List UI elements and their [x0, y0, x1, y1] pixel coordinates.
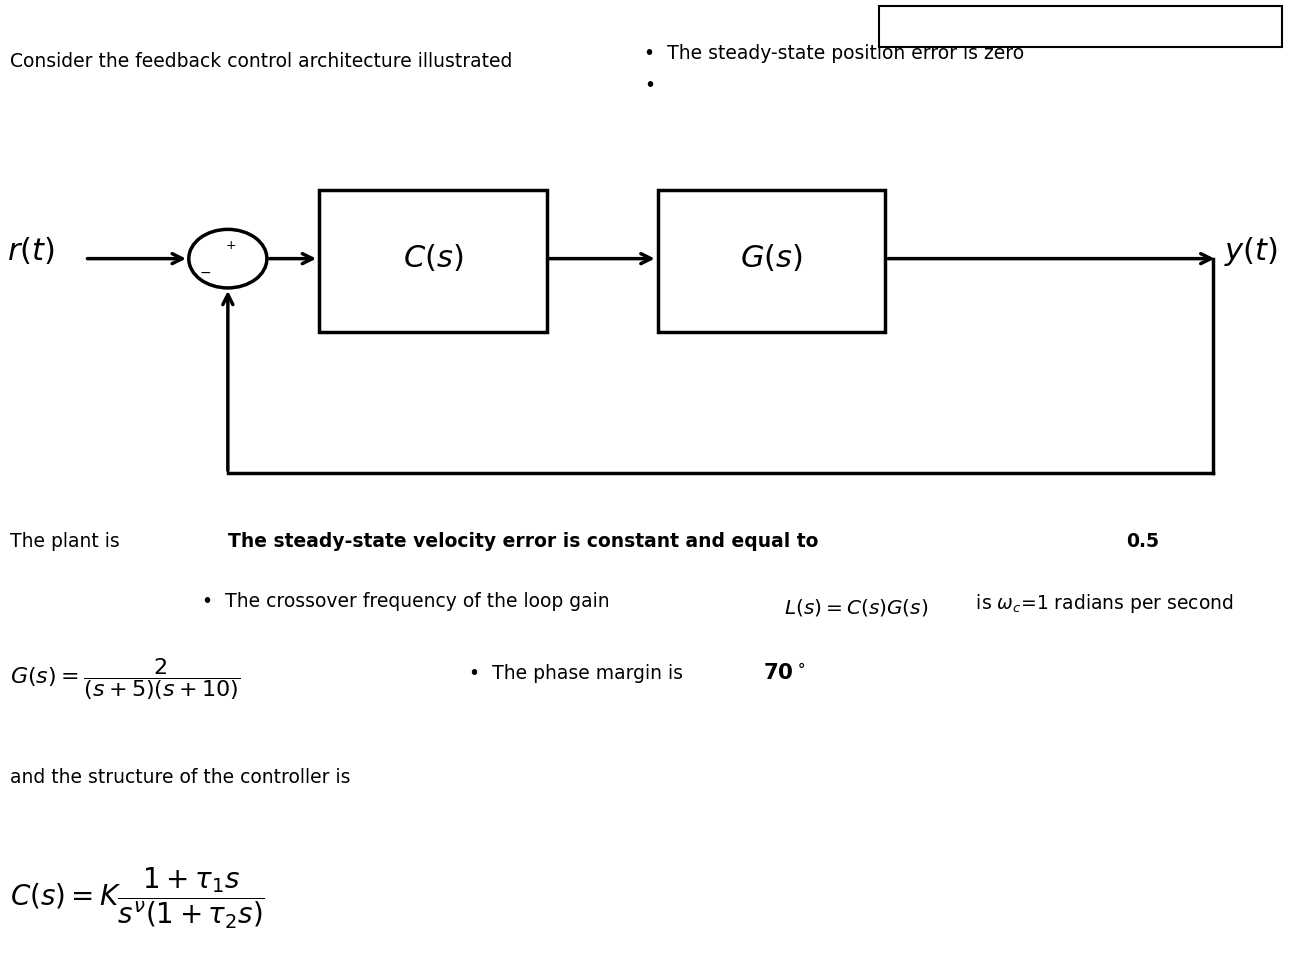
Text: and the structure of the controller is: and the structure of the controller is: [10, 768, 352, 787]
Text: $G(s) = \dfrac{2}{(s+5)(s+10)}$: $G(s) = \dfrac{2}{(s+5)(s+10)}$: [10, 656, 241, 702]
Text: 0.5: 0.5: [1126, 532, 1159, 550]
Text: The plant is: The plant is: [10, 532, 120, 550]
FancyBboxPatch shape: [879, 6, 1282, 47]
Text: •  The crossover frequency of the loop gain: • The crossover frequency of the loop ga…: [202, 592, 616, 611]
Text: $r(t)$: $r(t)$: [7, 236, 55, 267]
Text: −: −: [201, 266, 211, 280]
FancyBboxPatch shape: [658, 190, 885, 332]
Text: $L(s) = C(s)G(s)$: $L(s) = C(s)G(s)$: [784, 597, 928, 619]
Text: $\mathbf{70^\circ}$: $\mathbf{70^\circ}$: [763, 664, 805, 684]
Text: +: +: [225, 239, 236, 253]
Text: is $\omega_c$=1 radians per second: is $\omega_c$=1 radians per second: [970, 592, 1233, 616]
Text: •  The phase margin is: • The phase margin is: [469, 664, 689, 682]
FancyBboxPatch shape: [319, 190, 547, 332]
Text: $C(s) = K\dfrac{1 + \tau_1 s}{s^\nu(1 + \tau_2 s)}$: $C(s) = K\dfrac{1 + \tau_1 s}{s^\nu(1 + …: [10, 866, 266, 931]
Text: The steady-state velocity error is constant and equal to: The steady-state velocity error is const…: [228, 532, 824, 550]
Text: $y(t)$: $y(t)$: [1224, 235, 1277, 268]
Text: •  The steady-state position error is zero: • The steady-state position error is zer…: [644, 44, 1025, 62]
Text: $C(s)$: $C(s)$: [402, 243, 464, 274]
Text: Consider the feedback control architecture illustrated: Consider the feedback control architectu…: [10, 52, 513, 70]
Text: •: •: [644, 76, 656, 95]
Text: $G(s)$: $G(s)$: [740, 243, 803, 274]
